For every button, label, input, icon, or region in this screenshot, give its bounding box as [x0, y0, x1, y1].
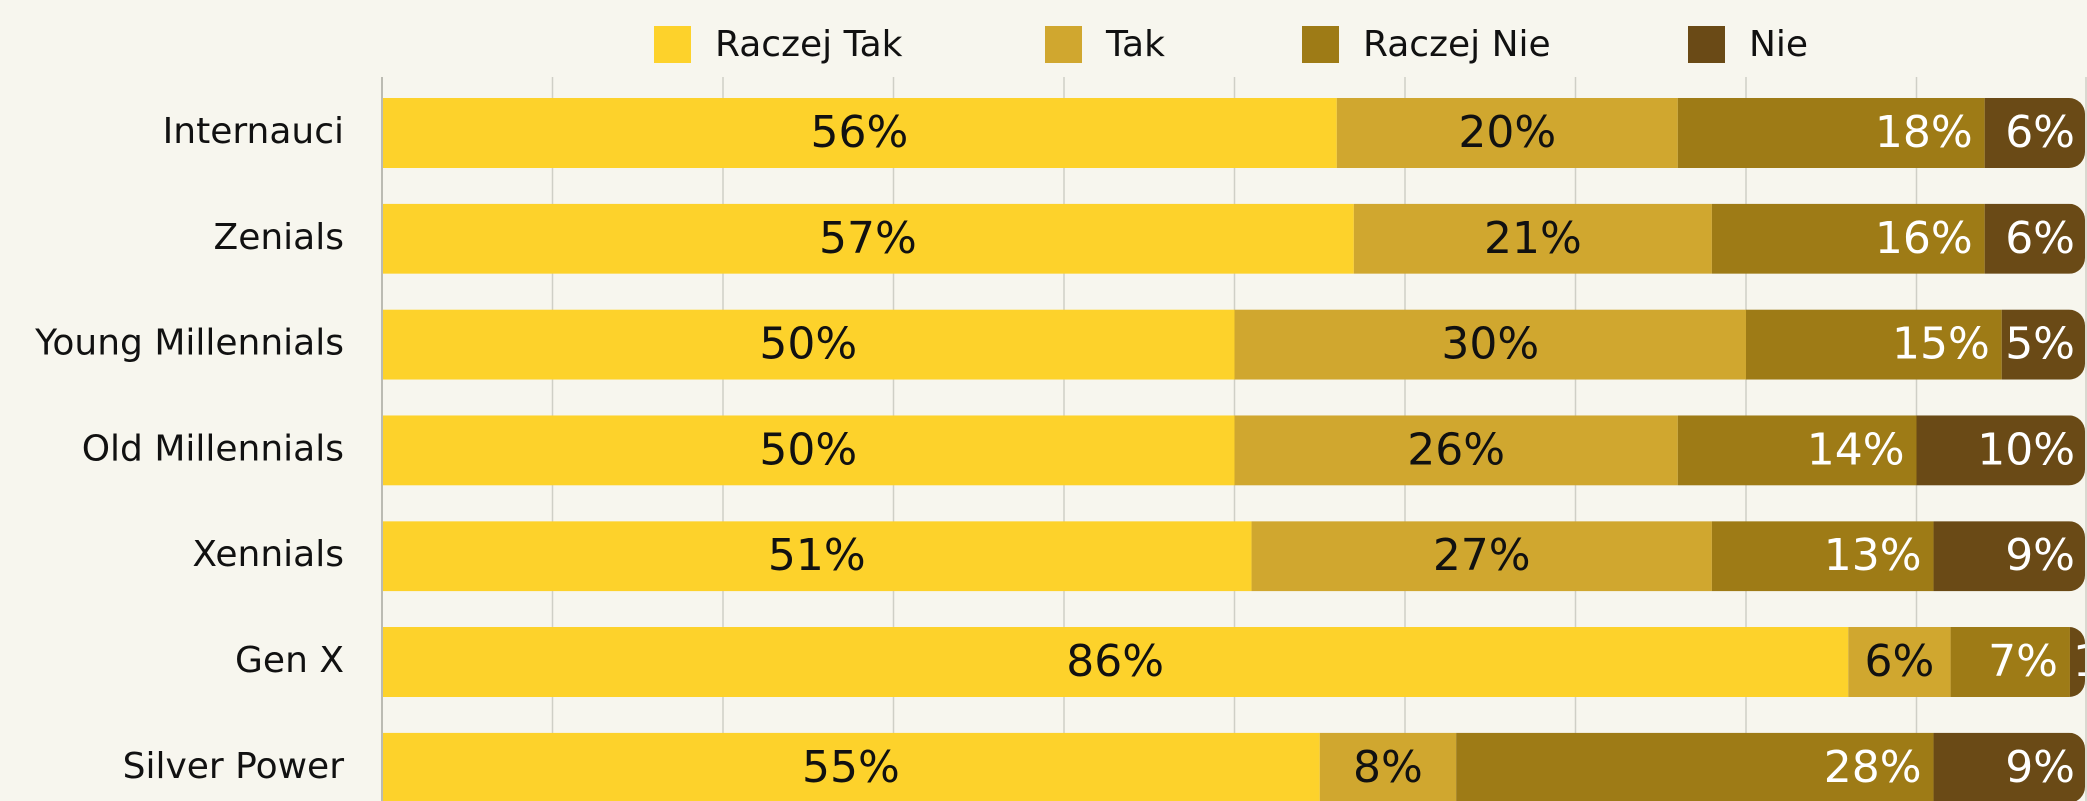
bar-segment — [382, 521, 1252, 592]
y-tick-label: Zenials — [214, 217, 344, 258]
bar-segment — [1353, 203, 1712, 274]
value-label: 21% — [1484, 213, 1582, 264]
value-label: 56% — [811, 107, 909, 158]
legend-label: Nie — [1749, 24, 1808, 65]
legend-swatch — [1045, 26, 1082, 63]
value-label: 6% — [1865, 636, 1935, 687]
value-label: 14% — [1807, 424, 1905, 475]
bar-segment — [1677, 98, 1985, 168]
value-label: 6% — [2005, 107, 2075, 158]
bar-segment — [1933, 732, 2085, 801]
y-tick-label: Gen X — [235, 640, 344, 681]
y-tick-label: Silver Power — [123, 746, 345, 787]
value-label: 50% — [759, 319, 857, 370]
bar-row: 50% 26% 14% 10% — [382, 415, 2085, 486]
value-label: 8% — [1353, 742, 1423, 793]
legend-label: Tak — [1105, 24, 1165, 65]
bar-segment — [1848, 627, 1951, 697]
bar-segment — [1456, 732, 1934, 801]
bar-segment — [382, 732, 1320, 801]
value-label: 27% — [1433, 530, 1531, 581]
value-label: 6% — [2005, 213, 2075, 264]
bar-row: 56% 20% 18% 6% — [382, 98, 2085, 168]
value-label: 5% — [2005, 319, 2075, 370]
y-tick-label: Internauci — [163, 111, 344, 152]
bar-segment — [2001, 309, 2085, 380]
bar-segment — [1746, 309, 2002, 380]
bar-row: 51% 27% 13% 9% — [382, 521, 2085, 592]
value-label: 1% — [2073, 636, 2087, 687]
bar-segment — [1251, 521, 1712, 592]
bar-segment — [1336, 98, 1678, 168]
value-label: 51% — [768, 530, 866, 581]
bar-segment — [1711, 521, 1934, 592]
value-label: 7% — [1988, 636, 2058, 687]
bar-segment — [1950, 627, 2070, 697]
bar-segment — [1984, 203, 2085, 274]
bar-segment — [382, 627, 1849, 697]
value-label: 9% — [2005, 530, 2075, 581]
bar-row: 55% 8% 28% 9% — [382, 732, 2085, 801]
legend-label: Raczej Tak — [715, 24, 903, 65]
bar-segment — [1234, 415, 1678, 486]
value-label: 20% — [1458, 107, 1556, 158]
bar-segment — [1677, 415, 1917, 486]
bar-segment — [382, 203, 1354, 274]
value-label: 55% — [802, 742, 900, 793]
bar-segment — [382, 98, 1337, 168]
bar-row: 57% 21% 16% 6% — [382, 203, 2085, 274]
value-label: 50% — [759, 424, 857, 475]
value-label: 57% — [819, 213, 917, 264]
bar-segment — [382, 415, 1235, 486]
legend-swatch — [1688, 26, 1725, 63]
bar-segment — [2069, 627, 2085, 697]
value-label: 10% — [1977, 424, 2075, 475]
value-label: 30% — [1441, 319, 1539, 370]
legend-swatch — [654, 26, 691, 63]
bar-segment — [1711, 203, 1985, 274]
y-tick-label: Old Millennials — [82, 428, 344, 469]
bar-segment — [1319, 732, 1457, 801]
value-label: 18% — [1875, 107, 1973, 158]
bar-segment — [1916, 415, 2085, 486]
bar-segment — [1933, 521, 2085, 592]
y-tick-label: Xennials — [192, 534, 344, 575]
value-label: 26% — [1407, 424, 1505, 475]
y-tick-label: Young Millennials — [34, 323, 344, 364]
value-label: 9% — [2005, 742, 2075, 793]
bar-row: 50% 30% 15% 5% — [382, 309, 2085, 380]
value-label: 28% — [1824, 742, 1922, 793]
bar-row: 86% 6% 7% 1% — [382, 627, 2087, 697]
value-label: 16% — [1875, 213, 1973, 264]
legend-label: Raczej Nie — [1363, 24, 1551, 65]
bar-segment — [1234, 309, 1746, 380]
legend-swatch — [1302, 26, 1339, 63]
bar-segment — [382, 309, 1235, 380]
value-label: 15% — [1892, 319, 1990, 370]
value-label: 13% — [1824, 530, 1922, 581]
bar-segment — [1984, 98, 2085, 168]
value-label: 86% — [1066, 636, 1164, 687]
